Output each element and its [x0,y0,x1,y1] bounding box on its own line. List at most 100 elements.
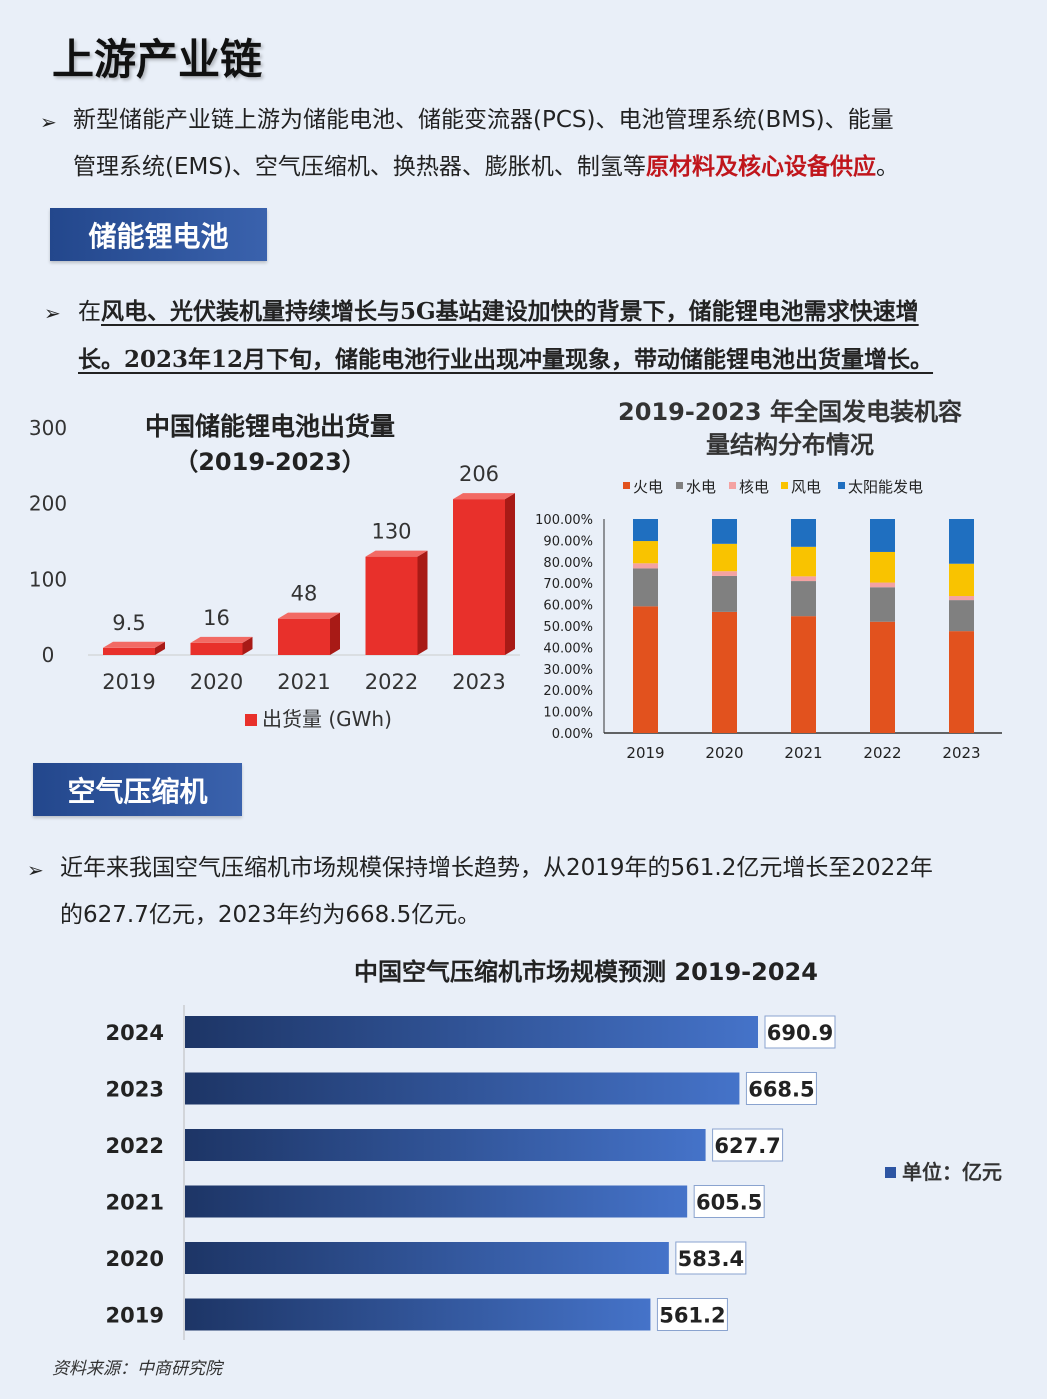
legend-swatch [729,482,736,489]
stack-segment-2022 [870,519,895,552]
data-label-box-2024 [764,1015,836,1049]
chart-title: 2019-2023 年全国发电装机容 [618,398,962,426]
bar-top-2019 [103,641,165,648]
bar-2023 [453,499,505,655]
lithium-text-1: 风电、光伏装机量持续增长与5G基站建设加快的背景下，储能锂电池需求快速增 [101,298,919,325]
x-tick-label: 2019 [626,744,664,762]
stack-segment-2023 [949,563,974,597]
y-tick-label: 2021 [106,1191,164,1215]
x-tick-label: 2020 [705,744,743,762]
intro-text-2: 管理系统(EMS)、空气压缩机、换热器、膨胀机、制氢等 [73,154,646,180]
bar-2021 [185,1185,688,1218]
bar-top-2021 [278,612,340,619]
data-label-2023: 206 [459,462,499,486]
data-label-box-2022 [712,1128,784,1162]
data-label-box-2020 [675,1241,747,1275]
y-tick-label: 0 [42,643,55,667]
stack-segment-2019 [633,563,658,569]
y-tick-label: 200 [29,492,67,516]
bar-2021 [278,618,330,655]
data-label-2023: 668.5 [748,1078,814,1102]
intro-highlight: 原材料及核心设备供应 [645,154,876,180]
bar-2019 [185,1298,651,1331]
legend-label: 核电 [739,478,769,496]
stack-segment-2020 [712,519,737,544]
bar-side-2019 [155,641,165,655]
section-banner-compressor: 空气压缩机 [33,763,242,816]
chart-subtitle: 量结构分布情况 [706,431,874,459]
stack-segment-2021 [791,546,816,577]
stack-segment-2021 [791,581,816,617]
stack-segment-2023 [949,600,974,632]
bar-side-2021 [330,612,340,655]
legend-label: 出货量 (GWh) [262,707,392,731]
legend-unit-label: 单位：亿元 [902,1160,1002,1184]
bar-side-2022 [417,550,428,655]
y-tick-label: 30.00% [543,663,593,678]
compressor-market-chart: 中国空气压缩机市场规模预测 2019-2024 2024 690.9 2023 668… [106,958,1002,1340]
bar-2019 [103,647,155,655]
bar-2023 [185,1072,740,1105]
intro-paragraph: 新型储能产业链上游为储能电池、储能变流器(PCS)、电池管理系统(BMS)、能量… [73,97,1033,191]
data-label-2020: 16 [203,606,230,630]
legend-swatch [885,1167,896,1178]
capacity-structure-chart: 2019-2023 年全国发电装机容 量结构分布情况 火电 水电 核电 风电 太阳能发电… [535,398,1002,762]
y-tick-label: 90.00% [543,534,593,549]
data-label-box-2023 [745,1072,817,1105]
data-label-box-2021 [693,1185,765,1218]
x-tick-label: 2023 [942,744,980,762]
y-tick-label: 100.00% [535,513,593,528]
y-tick-label: 2023 [106,1078,164,1102]
stack-segment-2020 [712,611,737,733]
bar-side-2023 [505,493,515,655]
stack-segment-2021 [791,519,816,547]
stack-segment-2023 [949,519,974,564]
stack-segment-2019 [633,519,658,542]
data-label-2022: 627.7 [714,1134,780,1158]
y-tick-label: 70.00% [543,577,593,592]
x-tick-label: 2023 [452,670,505,694]
y-tick-label: 80.00% [543,556,593,571]
y-tick-label: 300 [29,416,67,440]
y-tick-label: 60.00% [543,599,593,614]
data-label-2019: 9.5 [112,611,145,635]
bar-top-2020 [190,636,253,643]
x-tick-label: 2020 [190,670,243,694]
y-tick-label: 2020 [106,1247,164,1271]
legend-label: 水电 [686,478,716,496]
page-title: 上游产业链 [52,35,263,84]
lithium-text-2: 长。2023年12月下旬，储能电池行业出现冲量现象，带动储能锂电池出货量增长。 [78,346,934,373]
stack-segment-2019 [633,568,658,607]
legend-label: 风电 [791,478,821,496]
stack-segment-2020 [712,543,737,572]
y-tick-label: 2019 [106,1304,164,1328]
data-label-2019: 561.2 [659,1304,725,1328]
intro-text-1: 新型储能产业链上游为储能电池、储能变流器(PCS)、电池管理系统(BMS)、能量 [73,107,894,133]
bar-2024 [185,1016,758,1048]
y-tick-label: 50.00% [543,620,593,635]
data-label-2020: 583.4 [678,1247,744,1271]
legend-swatch [676,482,683,489]
stack-segment-2023 [949,596,974,601]
lithium-text-prefix: 在 [78,299,101,325]
stack-segment-2021 [791,616,816,733]
y-tick-label: 0.00% [552,727,593,742]
legend-swatch [838,482,845,489]
stack-segment-2022 [870,582,895,588]
stack-segment-2022 [870,551,895,583]
compressor-text-1: 近年来我国空气压缩机市场规模保持增长趋势，从2019年的561.2亿元增长至20… [60,855,933,881]
source-note: 资料来源：中商研究院 [52,1359,222,1379]
data-label-2021: 48 [291,582,318,606]
bar-side-2020 [242,636,253,655]
intro-end: 。 [875,154,899,180]
data-label-2021: 605.5 [696,1191,762,1215]
y-tick-label: 2022 [106,1134,164,1158]
bar-2020 [190,642,243,655]
data-label-2024: 690.9 [767,1021,833,1045]
stack-segment-2023 [949,631,974,733]
legend-swatch [245,714,257,726]
bar-2020 [185,1242,669,1274]
stack-segment-2020 [712,575,737,612]
data-label-box-2019 [656,1298,728,1331]
bar-2022 [365,556,418,655]
